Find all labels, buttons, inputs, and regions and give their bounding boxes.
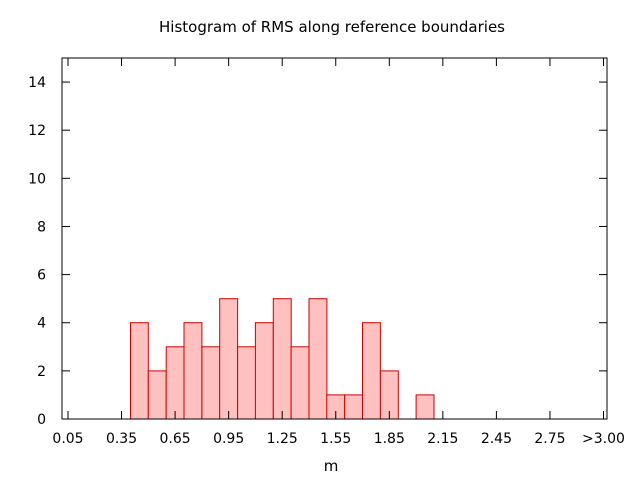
y-tick-label: 8 [37, 219, 46, 235]
x-tick-label: 1.85 [374, 431, 405, 447]
y-tick-label: 12 [28, 123, 46, 139]
y-tick-label: 14 [28, 75, 46, 91]
histogram-bar [165, 346, 185, 420]
x-tick-label: 0.95 [213, 431, 244, 447]
histogram-bar [147, 370, 167, 420]
histogram-bar [201, 346, 221, 420]
histogram-bar [237, 346, 257, 420]
chart-title: Histogram of RMS along reference boundar… [159, 18, 505, 36]
histogram-bar [254, 322, 274, 420]
histogram-bar [308, 298, 328, 420]
x-tick-label: 2.45 [481, 431, 512, 447]
histogram-bar [362, 322, 381, 420]
histogram-bar [290, 346, 310, 420]
x-tick-label: 0.65 [160, 431, 191, 447]
y-tick-label: 4 [37, 316, 46, 332]
y-tick-label: 10 [28, 171, 46, 187]
histogram-bar [415, 394, 435, 420]
y-tick-label: 0 [37, 412, 46, 428]
histogram-bar [183, 322, 203, 420]
y-axis: 0 2 4 6 8 10 12 14 [28, 75, 607, 428]
histogram-bar [219, 298, 239, 420]
histogram-bar [272, 298, 292, 420]
y-tick-label: 2 [37, 364, 46, 380]
x-tick-label: >3.00 [582, 431, 625, 447]
x-tick-label: 1.55 [320, 431, 351, 447]
y-tick-label: 6 [37, 268, 46, 284]
plot-frame [61, 57, 608, 420]
x-axis: 0.05 0.35 0.65 0.95 1.25 1.55 1.85 2.15 2.45 2.75… [52, 58, 625, 447]
x-tick-label: 0.05 [52, 431, 83, 447]
bars-group [130, 298, 435, 420]
histogram-bar [344, 394, 364, 420]
x-tick-label: 2.15 [427, 431, 458, 447]
x-axis-label: m [324, 457, 339, 475]
x-tick-label: 1.25 [267, 431, 298, 447]
x-tick-label: 0.35 [106, 431, 137, 447]
x-tick-label: 2.75 [534, 431, 565, 447]
histogram-bar [130, 322, 149, 420]
